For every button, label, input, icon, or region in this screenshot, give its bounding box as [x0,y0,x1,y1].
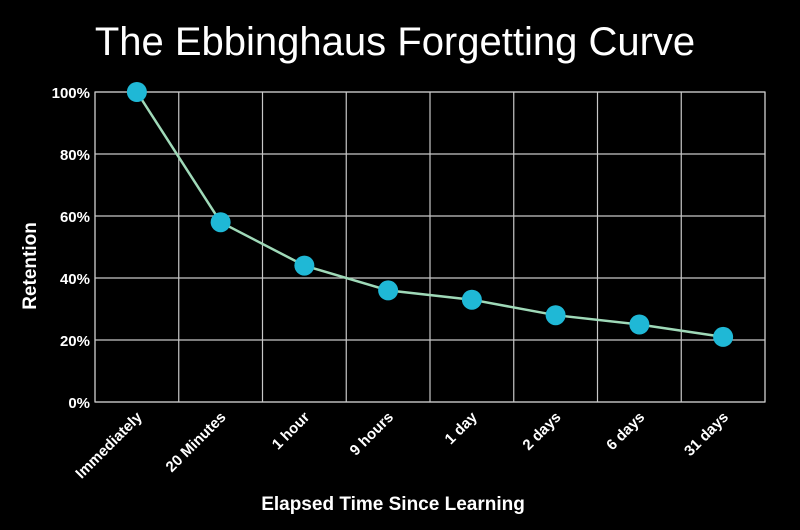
x-axis-title: Elapsed Time Since Learning [261,494,525,515]
x-tick-label: 1 hour [269,409,314,454]
data-point [378,280,399,301]
data-point [545,305,566,326]
data-point [126,82,147,102]
x-tick-label: Immediately [72,408,146,482]
y-axis-ticks: 0% 20% 40% 60% 80% 100% [52,85,90,412]
data-point [210,212,231,233]
x-tick-label: 1 day [442,408,482,448]
series-layer [126,82,734,347]
series-line [135,91,724,339]
y-tick-label: 0% [68,395,90,412]
y-tick-label: 40% [60,271,90,288]
y-tick-label: 80% [60,147,90,164]
x-tick-label: 6 days [603,409,648,454]
data-point [713,326,734,347]
chart-title: The Ebbinghaus Forgetting Curve [95,20,695,64]
x-tick-label: 20 Minutes [163,409,230,476]
x-tick-label: 2 days [519,409,564,454]
y-tick-label: 60% [60,209,90,226]
x-axis-ticks: Immediately 20 Minutes 1 hour 9 hours 1 day 2… [72,408,732,482]
x-tick-label: 31 days [681,409,732,460]
data-point [629,314,650,335]
y-tick-label: 100% [52,85,90,102]
x-tick-label: 9 hours [347,409,397,459]
data-point [461,289,482,310]
y-axis-title: Retention [20,222,41,310]
data-point [294,255,315,276]
plot-border [94,91,766,403]
grid [94,91,766,403]
y-tick-label: 20% [60,333,90,350]
